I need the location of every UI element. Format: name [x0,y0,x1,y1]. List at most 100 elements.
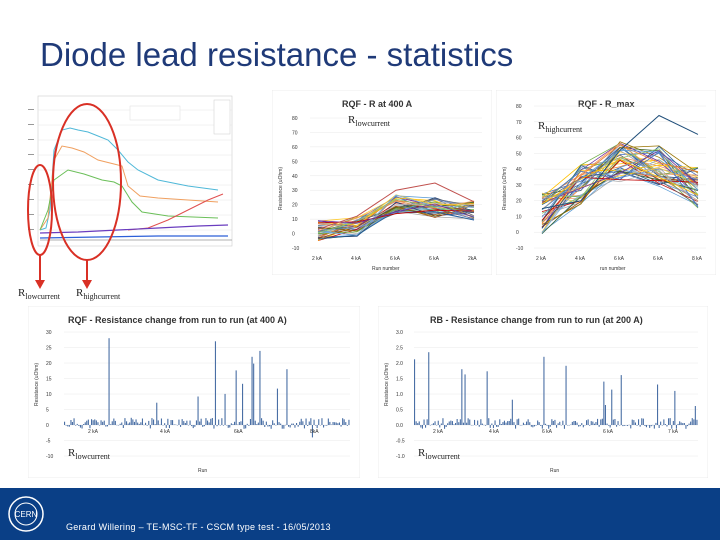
bar [240,421,242,425]
bar [565,365,567,425]
bar [310,418,312,425]
bar [535,425,537,426]
bar [124,418,126,425]
bar [691,418,693,425]
ytick-label: 10 [516,214,522,220]
rqf-change-xlabel: Run [198,468,207,474]
bar [99,425,101,426]
bar [623,425,625,426]
bar [259,350,261,425]
series-line [541,151,699,208]
bar [612,419,614,425]
bar [86,420,88,425]
bar [657,384,659,425]
bar [606,423,608,425]
xtick-label: 6 kA [390,256,401,262]
xtick-label: 6kA [234,429,243,435]
bar [440,423,442,425]
bar [208,422,210,425]
bar [235,370,237,425]
bar [100,420,102,425]
bar [318,419,320,425]
rb-change-title: RB - Resistance change from run to run (… [430,315,643,325]
bar [492,425,494,429]
bar [593,423,595,425]
ytick-label: 0 [292,232,295,238]
bar [455,423,457,425]
ytick-label: 20 [516,199,522,205]
bar [345,422,347,425]
bar [420,425,422,428]
series-line [541,144,699,224]
bar [269,425,271,427]
bar [218,419,220,425]
bar [232,424,234,425]
ytick-label: 60 [292,145,298,151]
bar [300,418,302,425]
bar [146,425,148,426]
bar [113,418,115,425]
label-r-high-under-arrow: Rhighcurrent [76,287,121,302]
bar [87,419,89,425]
bar [148,420,150,425]
ytick-label: 50 [516,151,522,157]
bar [557,423,559,425]
bar [488,418,490,425]
ytick-label: 0 [516,230,519,236]
cern-logo-icon: CERN [8,496,44,532]
bar [562,420,564,425]
bar [499,419,501,425]
bar [549,425,551,427]
bar [669,418,671,425]
rqf-change-ylabel: Resistance (uOhm) [34,363,40,406]
xtick-label: 4 kA [351,256,362,262]
bar [122,425,124,428]
bar [281,425,283,429]
bar [200,418,202,425]
bar [622,425,624,427]
bar [469,419,471,425]
bar [264,425,266,427]
bar [234,421,236,425]
bar [462,422,464,425]
xtick-label: 2 kA [88,429,99,435]
bar [696,419,698,425]
bar [595,422,597,425]
series-line [317,203,475,224]
bar [543,356,545,425]
xtick-label: 2kA [468,256,477,262]
bar [690,421,692,425]
bar [459,419,461,425]
ytick-label: -0.5 [396,439,405,445]
bar [526,421,528,425]
ytick-label: -1.0 [396,454,405,460]
bar [183,421,185,425]
bar [650,425,652,427]
bar [246,423,248,425]
bar [192,425,194,429]
footer-bar [0,488,720,540]
bar [106,425,109,427]
bar [173,424,175,425]
bar [658,425,660,428]
bar [181,419,183,425]
ytick-label: -10 [292,246,299,252]
rqf-rmax-title: RQF - R_max [578,99,635,109]
bar [581,423,583,425]
bar [434,421,436,425]
ytick-label: 40 [516,167,522,173]
bar [97,422,99,425]
series-line [317,198,475,234]
bar [75,425,77,426]
bar [467,418,469,425]
ytick-label: 30 [46,330,52,336]
bar [634,422,636,425]
bar [248,425,250,426]
bar [445,425,447,427]
xtick-label: 6 kA [653,256,664,262]
ytick-label: 25 [46,346,52,352]
bar [326,425,328,426]
bar [568,425,570,426]
bar [426,419,428,425]
ytick-label: 80 [292,116,298,122]
